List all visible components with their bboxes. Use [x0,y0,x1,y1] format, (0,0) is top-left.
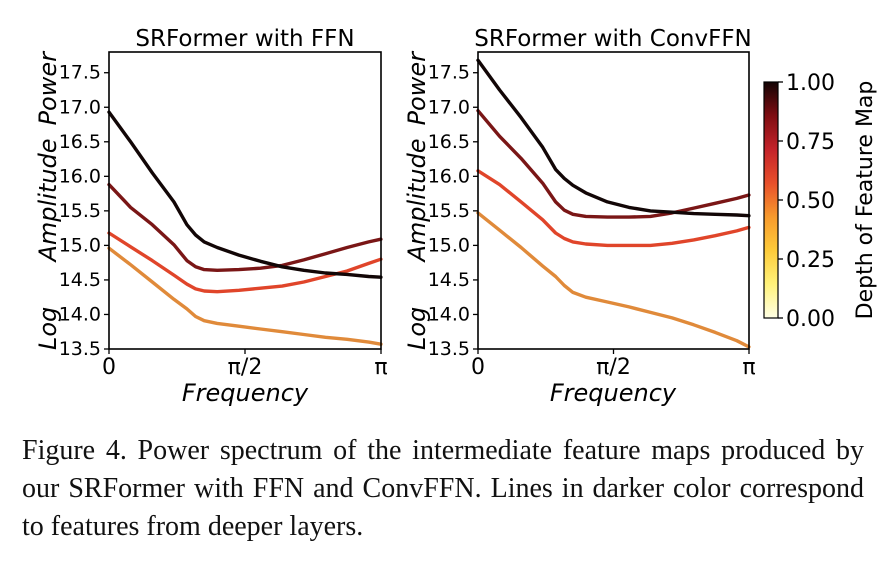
ffn-ytick-label: 14.0 [59,303,101,325]
convffn-ylabel-log: Log [403,307,431,350]
ffn-ytick-label: 14.5 [59,269,101,291]
colorbar-label: Depth of Feature Map [853,81,878,320]
ffn-ytick-label: 13.5 [59,338,101,360]
ffn-ytick-label: 17.5 [59,62,101,84]
colorbar-tick-label: 0.25 [786,248,835,273]
ffn-xtick-label: 0 [102,355,116,380]
colorbar: 1.00 0.75 0.50 0.25 0.00 Depth of Feature Ma… [763,71,878,332]
colorbar-tick-label: 0.75 [786,130,835,155]
ffn-series-line-3 [107,110,383,279]
convffn-ytick-label: 14.0 [428,303,470,325]
ffn-xlabel: Frequency [182,379,309,407]
figure: SRFormer with FFN 13.5 14.0 14.5 15.0 15.5 16… [34,26,878,407]
convffn-ytick-label: 13.5 [428,338,470,360]
convffn-series-line-1 [476,169,751,248]
colorbar-tick-label: 1.00 [786,71,835,96]
convffn-ytick-label: 17.0 [428,96,470,118]
ffn-series-line-2 [107,182,383,272]
ffn-ytick-label: 17.0 [59,96,101,118]
colorbar-tick-label: 0.50 [786,189,835,214]
ffn-plot-frame [108,51,382,350]
convffn-ytick-label: 17.5 [428,62,470,84]
convffn-series-line-3 [476,58,751,218]
ffn-xtick-label: π [374,355,387,380]
ffn-ylabel-log: Log [34,307,62,350]
ffn-series-line-0 [107,246,383,346]
convffn-series-line-2 [476,109,751,219]
convffn-ytick-label: 14.5 [428,269,470,291]
convffn-ytick-label: 15.5 [428,200,470,222]
convffn-ylabel-amplitude: Amplitude [403,139,431,264]
ffn-ytick-label: 16.0 [59,165,101,187]
convffn-ytick-label: 15.0 [428,234,470,256]
convffn-xtick-label: π/2 [596,355,631,380]
convffn-ytick-label: 16.5 [428,131,470,153]
convffn-plot-title: SRFormer with ConvFFN [474,26,752,52]
ffn-ytick-label: 15.0 [59,234,101,256]
ffn-ylabel-power: Power [34,50,62,126]
convffn-xtick-label: 0 [471,355,485,380]
convffn-xtick-label: π [742,355,755,380]
convffn-plot: SRFormer with ConvFFN 13.5 14.0 14.5 15.0 15… [403,26,756,407]
colorbar-gradient [763,81,779,319]
convffn-ylabel-power: Power [403,50,431,126]
figure-caption: Figure 4. Power spectrum of the intermed… [22,435,864,542]
convffn-ytick-label: 16.0 [428,165,470,187]
ffn-plot: SRFormer with FFN 13.5 14.0 14.5 15.0 15.5 16… [34,26,388,407]
convffn-xlabel: Frequency [550,379,677,407]
colorbar-tick-label: 0.00 [786,307,835,332]
ffn-ytick-label: 16.5 [59,131,101,153]
ffn-ylabel-amplitude: Amplitude [34,139,62,264]
ffn-series-line-1 [107,231,383,294]
ffn-plot-title: SRFormer with FFN [135,26,354,52]
ffn-ytick-label: 15.5 [59,200,101,222]
convffn-series-line-0 [476,211,751,349]
ffn-xtick-label: π/2 [228,355,263,380]
